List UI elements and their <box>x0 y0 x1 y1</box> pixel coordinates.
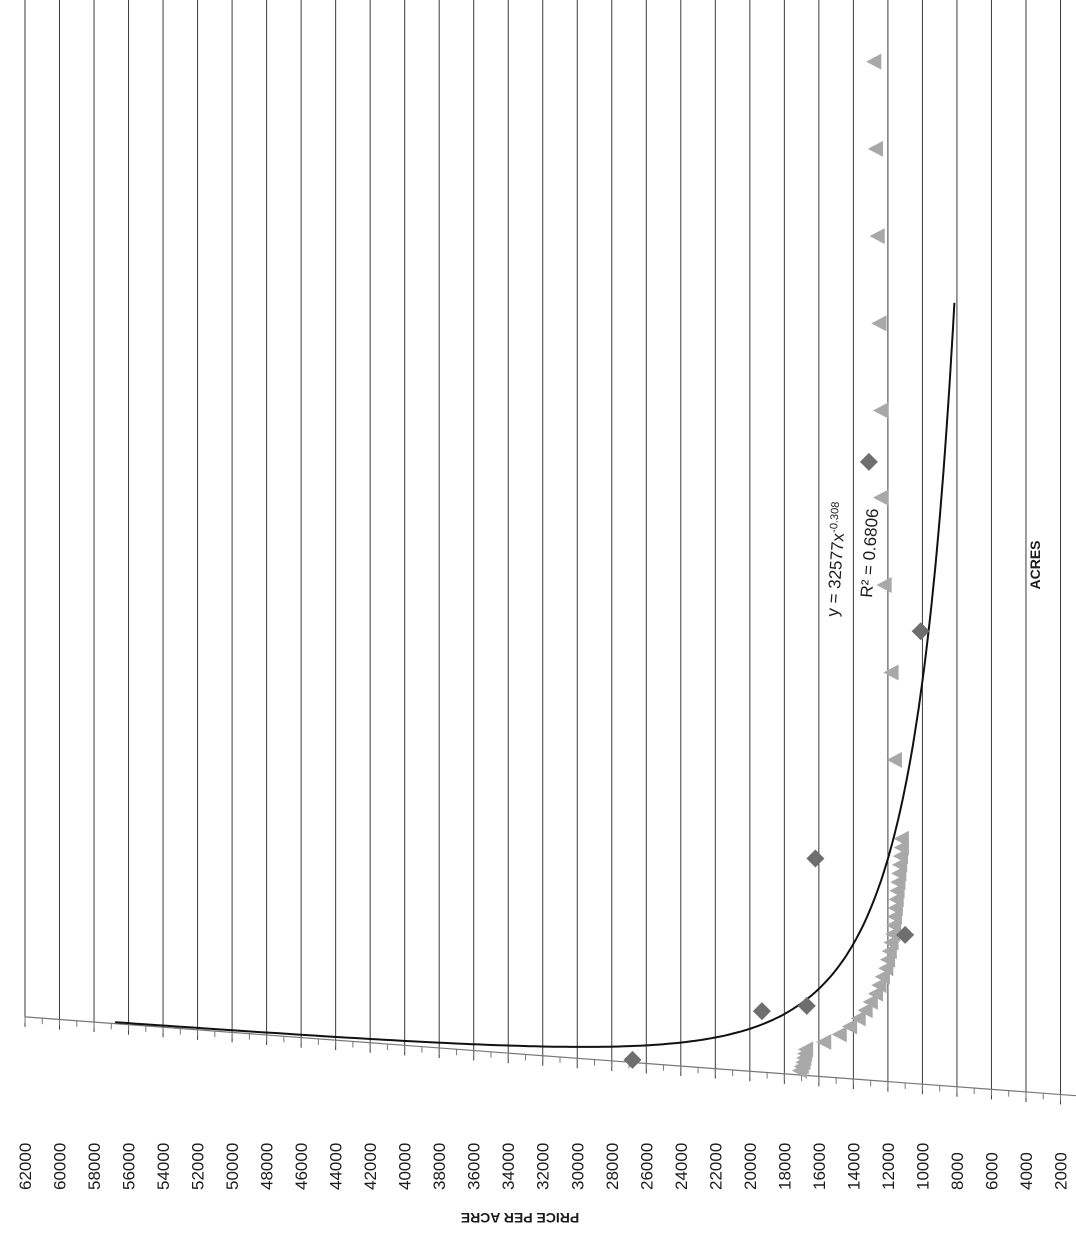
triangle-point <box>871 315 887 332</box>
price-tick-label: 56000 <box>120 1143 139 1190</box>
price-tick-label: 32000 <box>534 1143 553 1190</box>
diamond-point <box>896 925 915 944</box>
price-tick-label: 24000 <box>672 1143 691 1190</box>
trendline-equation: y = 32577x-0.308 <box>822 501 850 617</box>
triangle-point <box>816 1033 832 1050</box>
price-tick-label: 12000 <box>879 1143 898 1190</box>
triangle-point <box>867 140 884 157</box>
price-tick-label: 6000 <box>982 1152 1001 1190</box>
price-tick-label: 30000 <box>568 1143 587 1190</box>
power-trendline <box>115 302 956 1048</box>
diamond-point <box>859 452 878 471</box>
triangle-point <box>874 968 890 985</box>
price-tick-label: 62000 <box>16 1143 35 1190</box>
triangle-point <box>869 228 885 245</box>
triangle-point <box>873 489 889 506</box>
price-tick-label: 60000 <box>51 1143 70 1190</box>
triangle-point <box>831 1026 847 1043</box>
diamond-point <box>911 622 930 641</box>
price-tick-label: 34000 <box>499 1143 518 1190</box>
triangle-point <box>857 1002 873 1019</box>
plot-area <box>24 0 1076 1105</box>
triangle-point <box>797 1041 814 1058</box>
price-tick-label: 20000 <box>741 1143 760 1190</box>
y-axis-tick-labels: 0200040006000800010000120001400016000180… <box>16 1143 1070 1190</box>
triangle-point <box>873 402 889 419</box>
triangle-point <box>862 993 878 1010</box>
price-tick-label: 38000 <box>430 1143 449 1190</box>
price-tick-label: 48000 <box>258 1143 277 1190</box>
price-tick-label: 4000 <box>1017 1152 1036 1190</box>
price-tick-label: 28000 <box>603 1143 622 1190</box>
price-tick-label: 36000 <box>465 1143 484 1190</box>
price-tick-label: 58000 <box>85 1143 104 1190</box>
price-tick-label: 2000 <box>1051 1152 1070 1190</box>
diamond-point <box>752 1002 771 1021</box>
price-tick-label: 22000 <box>706 1143 725 1190</box>
price-tick-label: 10000 <box>913 1143 932 1190</box>
price-tick-label: 26000 <box>637 1143 656 1190</box>
triangle-point <box>841 1018 858 1035</box>
triangle-point <box>867 985 884 1002</box>
triangle-point <box>876 576 892 593</box>
triangle-point <box>886 751 903 768</box>
triangle-point <box>893 830 909 847</box>
diamond-point <box>797 996 816 1015</box>
trendline-exponent: -0.308 <box>828 501 842 533</box>
x-axis-title: ACRES <box>1027 540 1043 589</box>
triangle-point <box>883 664 899 681</box>
triangle-point <box>866 53 882 70</box>
price-tick-label: 46000 <box>292 1143 311 1190</box>
y-axis-title: PRICE PER ACRE <box>461 1210 580 1226</box>
price-tick-label: 52000 <box>189 1143 208 1190</box>
diamond-point <box>806 849 825 868</box>
triangle-point <box>871 977 887 994</box>
triangle-point <box>850 1010 866 1027</box>
price-tick-label: 44000 <box>327 1143 346 1190</box>
price-tick-label: 42000 <box>361 1143 380 1190</box>
price-tick-label: 14000 <box>844 1143 863 1190</box>
price-tick-label: 16000 <box>810 1143 829 1190</box>
price-tick-label: 40000 <box>396 1143 415 1190</box>
diamond-point <box>623 1050 642 1069</box>
price-tick-label: 54000 <box>154 1143 173 1190</box>
price-tick-label: 18000 <box>775 1143 794 1190</box>
price-tick-label: 8000 <box>948 1152 967 1190</box>
price-tick-label: 50000 <box>223 1143 242 1190</box>
